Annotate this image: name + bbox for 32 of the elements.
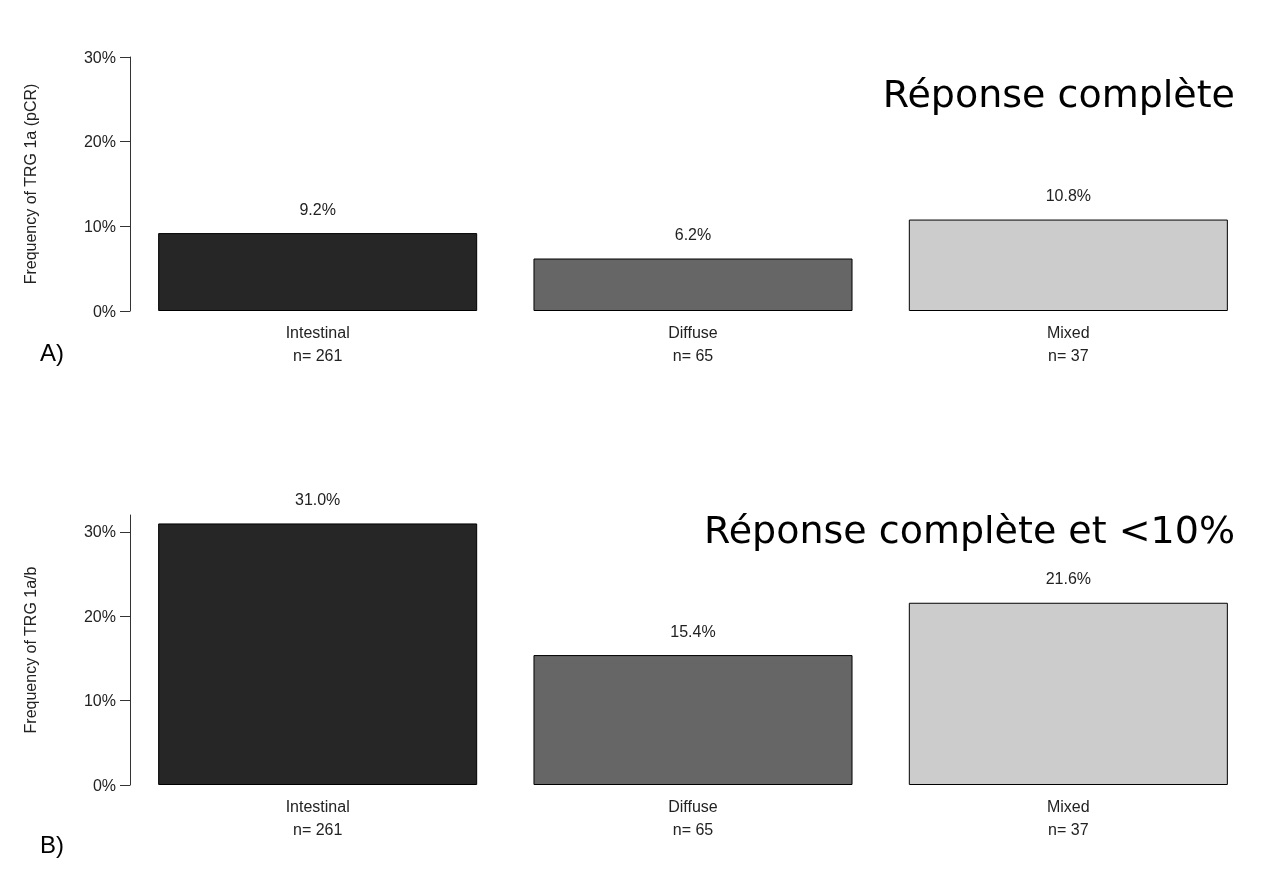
y-tick-label: 20% (83, 133, 116, 151)
x-tick-label: Diffuse n= 65 (668, 798, 718, 838)
y-tick-label: 10% (83, 217, 116, 235)
bar (533, 258, 853, 311)
data-label: 6.2% (674, 226, 712, 244)
bar (908, 602, 1228, 785)
text: A) (40, 338, 64, 366)
x-tick-label: Intestinal n= 261 (285, 798, 350, 838)
bar (908, 219, 1228, 311)
x-tick-label: Mixed n= 37 (1046, 798, 1090, 838)
chart-title: Réponse complète (882, 72, 1235, 116)
bar (158, 523, 478, 785)
bar (533, 655, 853, 785)
data-label: 31.0% (294, 490, 341, 508)
y-tick-label: 0% (92, 776, 116, 794)
y-axis-title: Frequency of TRG 1a/b (21, 566, 39, 734)
x-tick-label: Mixed n= 37 (1046, 324, 1090, 364)
y-tick-label: 30% (83, 48, 116, 66)
y-axis-title: Frequency of TRG 1a (pCR) (21, 83, 39, 285)
x-tick-label: Intestinal n= 261 (285, 324, 350, 364)
y-tick-label: 30% (83, 523, 116, 541)
data-label: 21.6% (1045, 570, 1092, 588)
y-tick-label: 10% (83, 692, 116, 710)
y-tick-label: 20% (83, 607, 116, 625)
x-tick-label: Diffuse n= 65 (668, 324, 718, 364)
bar (158, 233, 478, 311)
data-label: 15.4% (670, 622, 716, 640)
data-label: 9.2% (299, 200, 336, 218)
data-label: 10.8% (1045, 187, 1092, 205)
text: B) (40, 830, 64, 858)
chart-title: Réponse complète et <10% (703, 508, 1236, 552)
y-tick-label: 0% (92, 302, 116, 320)
